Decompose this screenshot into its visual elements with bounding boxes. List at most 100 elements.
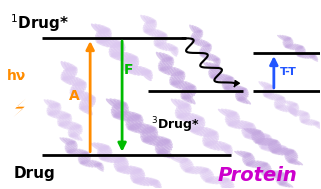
Ellipse shape (242, 88, 249, 93)
Ellipse shape (73, 68, 78, 69)
Ellipse shape (186, 86, 195, 96)
Ellipse shape (77, 125, 82, 128)
Ellipse shape (82, 82, 87, 84)
Ellipse shape (282, 146, 287, 148)
Ellipse shape (251, 135, 264, 142)
Ellipse shape (290, 112, 293, 114)
Ellipse shape (295, 49, 304, 56)
Ellipse shape (248, 153, 253, 156)
Ellipse shape (282, 105, 290, 112)
Ellipse shape (224, 109, 236, 116)
Ellipse shape (144, 23, 152, 32)
Ellipse shape (266, 138, 277, 144)
Ellipse shape (75, 148, 85, 156)
Ellipse shape (282, 146, 288, 150)
Ellipse shape (148, 29, 157, 37)
Ellipse shape (100, 158, 106, 161)
Ellipse shape (106, 29, 110, 30)
Ellipse shape (207, 43, 211, 46)
Ellipse shape (146, 124, 155, 131)
Ellipse shape (98, 148, 111, 157)
Ellipse shape (72, 66, 77, 70)
Ellipse shape (63, 70, 71, 80)
Ellipse shape (185, 170, 188, 173)
Ellipse shape (179, 156, 188, 161)
Ellipse shape (135, 123, 149, 134)
Ellipse shape (185, 81, 193, 90)
Ellipse shape (163, 58, 172, 68)
Ellipse shape (207, 44, 212, 50)
Ellipse shape (88, 93, 94, 100)
Ellipse shape (227, 77, 236, 84)
Ellipse shape (295, 52, 301, 57)
Ellipse shape (168, 56, 173, 60)
Ellipse shape (192, 25, 198, 33)
Ellipse shape (184, 95, 192, 104)
Ellipse shape (242, 126, 256, 135)
Ellipse shape (153, 43, 158, 46)
Ellipse shape (79, 78, 85, 85)
Ellipse shape (157, 43, 164, 50)
Ellipse shape (181, 167, 190, 172)
Ellipse shape (133, 56, 139, 60)
Ellipse shape (84, 152, 91, 157)
Ellipse shape (76, 77, 83, 86)
Ellipse shape (192, 33, 198, 41)
Ellipse shape (169, 81, 175, 85)
Ellipse shape (170, 66, 179, 76)
Ellipse shape (114, 162, 126, 170)
Ellipse shape (288, 109, 294, 114)
Ellipse shape (291, 111, 296, 116)
Ellipse shape (219, 73, 230, 81)
Ellipse shape (120, 166, 133, 175)
Ellipse shape (258, 169, 269, 175)
Ellipse shape (268, 84, 273, 87)
Ellipse shape (131, 171, 144, 180)
Ellipse shape (276, 106, 282, 111)
Ellipse shape (202, 53, 208, 60)
Ellipse shape (60, 76, 65, 80)
Ellipse shape (149, 127, 158, 133)
Ellipse shape (126, 126, 133, 130)
Ellipse shape (104, 27, 110, 31)
Ellipse shape (304, 112, 308, 114)
Ellipse shape (284, 154, 297, 161)
Ellipse shape (67, 151, 72, 154)
Ellipse shape (313, 120, 319, 124)
Ellipse shape (105, 145, 111, 149)
Ellipse shape (263, 163, 271, 167)
Ellipse shape (292, 108, 298, 114)
Ellipse shape (284, 38, 293, 45)
Ellipse shape (295, 110, 304, 117)
Ellipse shape (160, 30, 166, 36)
Ellipse shape (99, 163, 103, 166)
Ellipse shape (241, 96, 251, 105)
Ellipse shape (199, 117, 205, 121)
Ellipse shape (140, 133, 152, 142)
Ellipse shape (274, 140, 280, 143)
Ellipse shape (68, 121, 77, 130)
Ellipse shape (301, 120, 307, 125)
Ellipse shape (97, 152, 108, 160)
Ellipse shape (269, 85, 274, 90)
Ellipse shape (297, 55, 302, 57)
Ellipse shape (282, 41, 292, 47)
Ellipse shape (200, 49, 205, 56)
Ellipse shape (202, 126, 213, 137)
Ellipse shape (181, 91, 189, 99)
Ellipse shape (277, 148, 290, 155)
Ellipse shape (203, 167, 209, 170)
Ellipse shape (69, 141, 78, 148)
Ellipse shape (136, 168, 145, 174)
Ellipse shape (126, 121, 137, 130)
Ellipse shape (266, 83, 272, 88)
Ellipse shape (228, 113, 240, 122)
Ellipse shape (208, 73, 215, 79)
Ellipse shape (145, 69, 151, 73)
Ellipse shape (209, 75, 214, 79)
Ellipse shape (266, 94, 273, 100)
Ellipse shape (225, 78, 235, 86)
Ellipse shape (111, 109, 122, 118)
Ellipse shape (118, 157, 129, 165)
Ellipse shape (258, 144, 267, 149)
